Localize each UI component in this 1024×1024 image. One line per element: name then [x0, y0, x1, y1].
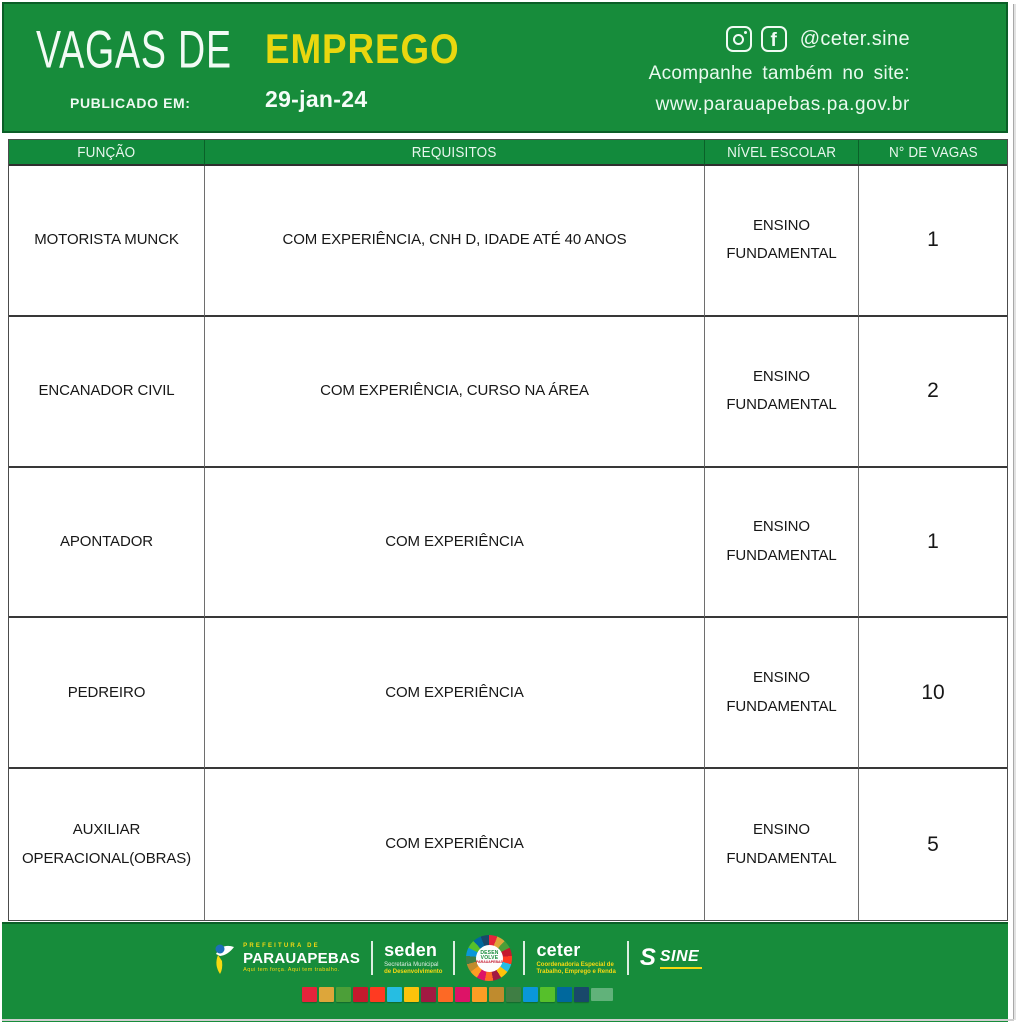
ceter-sub1: Coordenadoria Especial de: [536, 961, 614, 968]
column-header-num-vagas: N° DE VAGAS: [859, 140, 1007, 166]
published-date: 29-jan-24: [265, 86, 368, 112]
page-edge-bottom: [2, 1019, 1014, 1021]
table-cell-nivel: ENSINO FUNDAMENTAL: [705, 618, 859, 770]
column-header-requisitos-label: REQUISITOS: [412, 143, 497, 161]
page-title-highlight: EMPREGO: [265, 26, 460, 73]
prefeitura-text: PREFEITURA DE PARAUAPEBAS Aqui tem força…: [243, 943, 360, 973]
footer-band: PREFEITURA DE PARAUAPEBAS Aqui tem força…: [2, 922, 1008, 1022]
seden-sub2: de Desenvolvimento: [384, 968, 443, 975]
sdg-goal-tile: [556, 987, 572, 1002]
footer-logos-row: PREFEITURA DE PARAUAPEBAS Aqui tem força…: [0, 935, 960, 981]
seden-sub1: Secretaria Municipal: [384, 961, 439, 968]
column-header-funcao: FUNÇÃO: [9, 140, 205, 166]
column-header-requisitos: REQUISITOS: [205, 140, 705, 166]
table-cell-vagas: 1: [859, 468, 1007, 619]
sine-underline: [659, 966, 702, 969]
sdg-goal-tile: [539, 987, 555, 1002]
table-cell-funcao: MOTORISTA MUNCK: [9, 166, 205, 317]
logo-divider: [626, 941, 629, 975]
table-cell-requisitos: COM EXPERIÊNCIA, CNH D, IDADE ATÉ 40 ANO…: [205, 166, 705, 317]
column-header-nivel-escolar: NÍVEL ESCOLAR: [705, 140, 859, 166]
sine-text: SINE: [659, 947, 702, 969]
desenvolve-wheel-center: DESEN VOLVE PARAUAPEBAS: [475, 944, 503, 972]
table-cell-vagas: 10: [859, 618, 1007, 770]
sdg-goal-tile: [301, 987, 317, 1002]
logo-divider: [523, 941, 526, 975]
published-label: PUBLICADO EM:: [70, 95, 191, 111]
ceter-logo: ceter Coordenadoria Especial de Trabalho…: [536, 940, 615, 976]
sdg-goal-tile: [505, 987, 521, 1002]
sdg-goal-tile: [420, 987, 436, 1002]
instagram-lens: [733, 33, 745, 45]
header-band: VAGAS DE EMPREGO PUBLICADO EM: 29-jan-24…: [2, 2, 1008, 133]
table-cell-requisitos: COM EXPERIÊNCIA, CURSO NA ÁREA: [205, 316, 705, 468]
facebook-f-glyph: f: [770, 29, 777, 51]
column-header-nivel-escolar-label: NÍVEL ESCOLAR: [726, 143, 837, 161]
table-cell-funcao: PEDREIRO: [9, 618, 205, 770]
sdg-goal-tile: [488, 987, 504, 1002]
column-header-funcao-label: FUNÇÃO: [77, 143, 136, 161]
sine-s-icon: S: [639, 944, 656, 971]
sine-name: SINE: [659, 947, 700, 965]
table-cell-funcao: AUXILIAR OPERACIONAL(OBRAS): [9, 769, 205, 920]
sdg-goal-tile: [454, 987, 470, 1002]
table-cell-vagas: 2: [859, 317, 1007, 468]
social-row: f @ceter.sine: [649, 24, 910, 54]
logo-divider: [453, 941, 456, 975]
sdg-goal-tile: [471, 987, 487, 1002]
desenvolve-line2: VOLVE: [480, 955, 499, 962]
column-header-num-vagas-label: N° DE VAGAS: [888, 143, 978, 161]
instagram-icon[interactable]: [725, 26, 752, 52]
prefeitura-bird-icon: [215, 944, 235, 974]
jobs-table: FUNÇÃO REQUISITOS NÍVEL ESCOLAR N° DE VA…: [8, 139, 1008, 921]
page-edge-right: [1013, 4, 1016, 1020]
desenvolve-line1: DESEN: [480, 949, 499, 956]
sdg-goal-tile: [573, 987, 589, 1002]
prefeitura-tagline: Aqui tem força. Aqui tem trabalho.: [243, 966, 340, 973]
site-callout: Acompanhe também no site:: [648, 63, 910, 84]
table-cell-nivel: ENSINO FUNDAMENTAL: [705, 166, 859, 317]
prefeitura-line2: PARAUAPEBAS: [243, 949, 361, 967]
table-cell-vagas: 5: [927, 832, 939, 856]
table-cell-nivel: ENSINO FUNDAMENTAL: [705, 769, 859, 920]
facebook-icon[interactable]: f: [760, 26, 787, 52]
sdg-goal-tile: [335, 987, 351, 1002]
prefeitura-line1: PREFEITURA DE: [243, 942, 320, 949]
table-cell-funcao: ENCANADOR CIVIL: [9, 316, 205, 468]
sine-logo: S SINE: [640, 946, 702, 970]
logo-divider: [371, 941, 374, 975]
sdg-goal-tile: [403, 987, 419, 1002]
page-title: VAGAS DE: [36, 19, 232, 79]
sdg-goal-tile: [352, 987, 368, 1002]
table-cell-requisitos: COM EXPERIÊNCIA: [205, 467, 705, 619]
sdg-goal-tile: [522, 987, 538, 1002]
desenvolve-wheel: DESEN VOLVE PARAUAPEBAS: [466, 935, 513, 981]
desenvolve-line3: PARAUAPEBAS: [476, 960, 503, 965]
seden-logo: seden Secretaria Municipal de Desenvolvi…: [384, 940, 442, 976]
social-handle[interactable]: @ceter.sine: [799, 27, 910, 50]
table-cell-requisitos: COM EXPERIÊNCIA: [205, 618, 705, 770]
ceter-sub2: Trabalho, Emprego e Renda: [536, 968, 616, 975]
table-cell-requisitos: COM EXPERIÊNCIA: [205, 769, 705, 920]
instagram-dot: [743, 31, 747, 34]
table-cell-nivel: ENSINO FUNDAMENTAL: [705, 467, 859, 619]
footer-content: PREFEITURA DE PARAUAPEBAS Aqui tem força…: [0, 935, 960, 1002]
sdg-wordmark-tile: [590, 988, 613, 1001]
ceter-name: ceter: [536, 940, 581, 961]
sdg-goal-tile: [437, 987, 453, 1002]
table-cell-vagas: 1: [859, 166, 1007, 317]
sdg-goal-tile: [369, 987, 385, 1002]
table-cell-funcao: APONTADOR: [9, 467, 205, 619]
sdg-goal-tile: [386, 987, 402, 1002]
sdg-strip: [0, 987, 960, 1002]
site-url[interactable]: www.parauapebas.pa.gov.br: [655, 94, 910, 115]
social-block: f @ceter.sine Acompanhe também no site: …: [649, 24, 910, 116]
sdg-goal-tile: [318, 987, 334, 1002]
seden-name: seden: [384, 940, 438, 961]
prefeitura-parauapebas-logo: PREFEITURA DE PARAUAPEBAS Aqui tem força…: [212, 941, 360, 975]
table-cell-nivel: ENSINO FUNDAMENTAL: [705, 316, 859, 468]
